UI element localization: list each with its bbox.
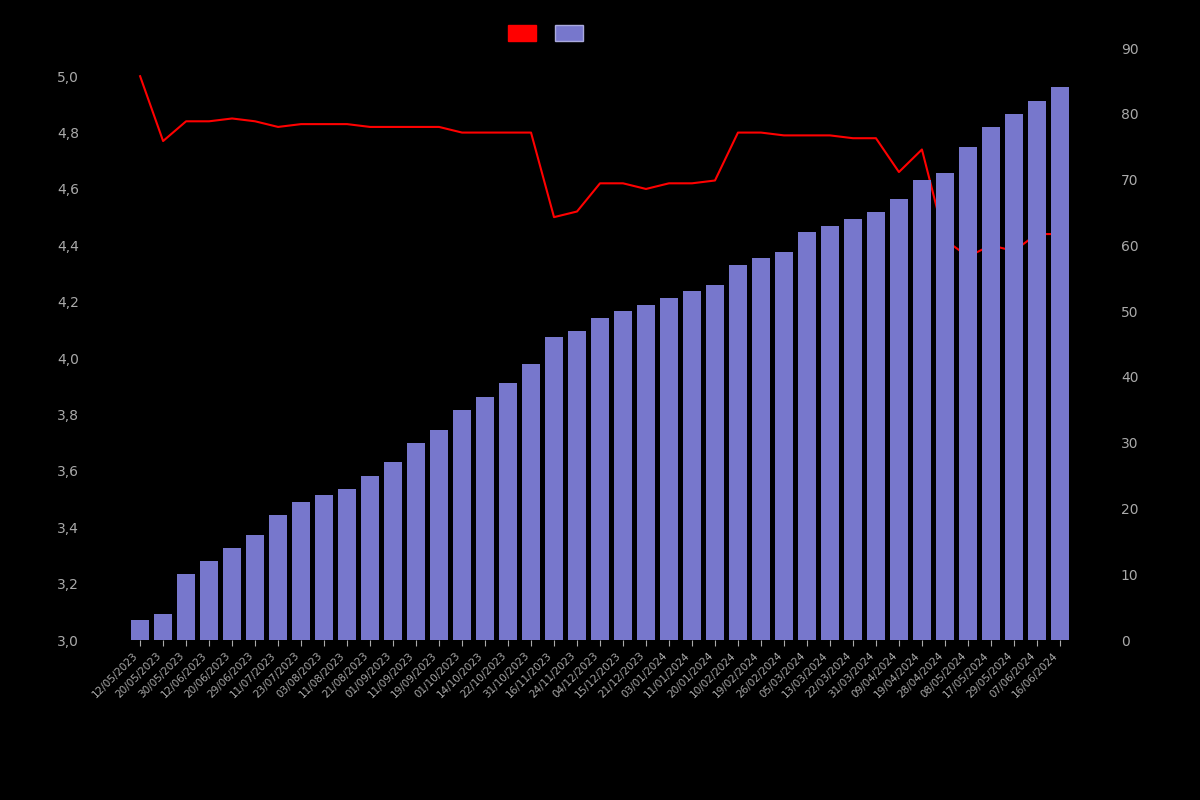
Bar (637, 305, 655, 640)
Bar (775, 252, 793, 640)
Bar (683, 291, 701, 640)
Bar (936, 173, 954, 640)
Bar (269, 515, 287, 640)
Bar (706, 285, 724, 640)
Bar (407, 442, 425, 640)
Bar (246, 534, 264, 640)
Bar (430, 430, 449, 640)
Bar (131, 620, 149, 640)
Bar (154, 614, 173, 640)
Bar (982, 127, 1000, 640)
Bar (821, 226, 839, 640)
Bar (889, 199, 908, 640)
Bar (1051, 87, 1069, 640)
Bar (613, 311, 632, 640)
Bar (798, 232, 816, 640)
Bar (844, 219, 862, 640)
Bar (522, 364, 540, 640)
Bar (728, 265, 748, 640)
Bar (384, 462, 402, 640)
Bar (568, 331, 587, 640)
Bar (223, 548, 241, 640)
Bar (314, 495, 334, 640)
Bar (1027, 101, 1046, 640)
Bar (200, 561, 218, 640)
Bar (176, 574, 196, 640)
Bar (751, 258, 770, 640)
Bar (959, 146, 977, 640)
Bar (452, 410, 472, 640)
Bar (660, 298, 678, 640)
Bar (499, 383, 517, 640)
Bar (361, 475, 379, 640)
Legend: , : , (503, 19, 594, 46)
Bar (292, 502, 311, 640)
Bar (338, 489, 356, 640)
Bar (913, 179, 931, 640)
Bar (866, 213, 886, 640)
Bar (590, 318, 610, 640)
Bar (545, 338, 563, 640)
Bar (1004, 114, 1024, 640)
Bar (476, 397, 494, 640)
